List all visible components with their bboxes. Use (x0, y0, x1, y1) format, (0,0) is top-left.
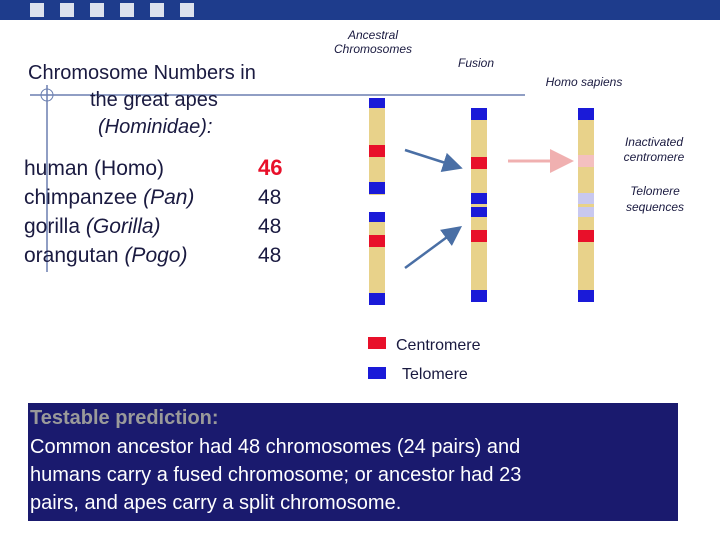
species-count: 48 (258, 215, 281, 238)
legend-label: Centromere (396, 337, 481, 354)
species-name: chimpanzee (Pan) (24, 186, 194, 209)
label: Ancestral (347, 28, 398, 42)
prediction-text: pairs, and apes carry a split chromosome… (30, 492, 401, 514)
crosshair (40, 88, 54, 102)
chromosomes (369, 98, 594, 305)
species-count: 48 (258, 186, 281, 209)
legend-swatch (368, 367, 386, 379)
label: Inactivated (625, 135, 683, 149)
title: the great apes (90, 89, 218, 111)
legend-label: Telomere (402, 366, 468, 383)
label: sequences (626, 200, 684, 214)
label: Homo sapiens (546, 75, 623, 89)
species-name: orangutan (Pogo) (24, 244, 187, 267)
label: Telomere (630, 184, 680, 198)
arrow (404, 148, 463, 172)
label: Chromosomes (334, 42, 412, 56)
prediction-text: Common ancestor had 48 chromosomes (24 p… (30, 436, 520, 458)
prediction-heading: Testable prediction: (30, 407, 219, 429)
label: centromere (624, 150, 685, 164)
prediction-box (28, 403, 678, 521)
arrow (404, 226, 463, 270)
title: Chromosome Numbers in (28, 62, 256, 84)
label: Fusion (458, 56, 494, 70)
species-list: human (Homo) 46 chimpanzee (Pan) 48 gori… (24, 155, 282, 267)
species-count: 48 (258, 244, 281, 267)
species-count: 46 (258, 155, 282, 180)
species-name: gorilla (Gorilla) (24, 215, 161, 238)
title: (Hominidae): (98, 116, 212, 138)
top-squares (30, 3, 194, 17)
top-bar (0, 0, 720, 20)
legend-swatch (368, 337, 386, 349)
species-name: human (Homo) (24, 157, 164, 180)
prediction-text: humans carry a fused chromosome; or ance… (30, 464, 521, 486)
